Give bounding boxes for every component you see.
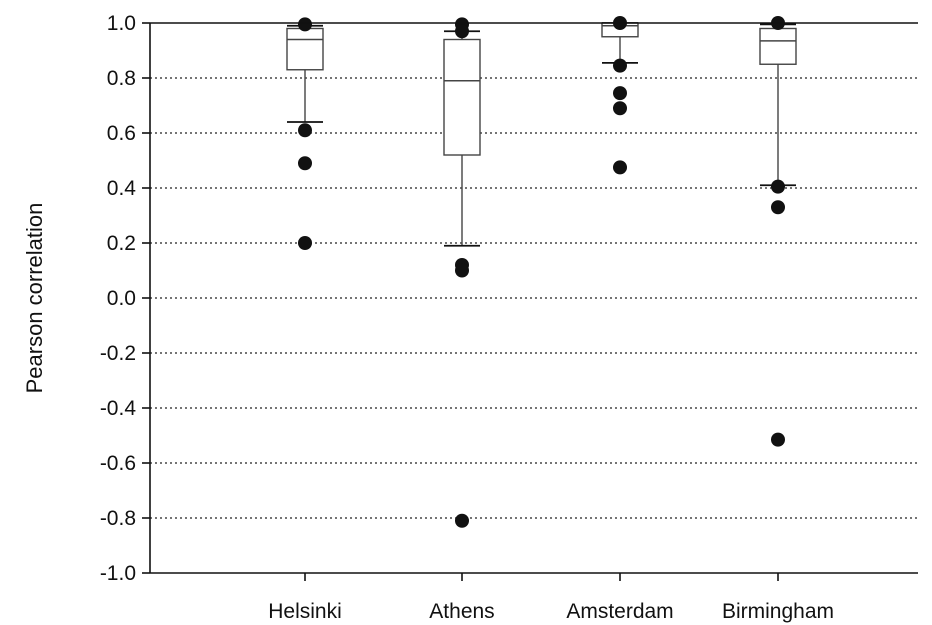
iqr-box <box>759 27 797 65</box>
y-tick-label: -0.4 <box>100 397 137 420</box>
y-ticks: -1.0 -0.8 -0.6 -0.4 -0.2 0.0 0.2 0.4 0.6 0.8 1.0 <box>100 12 150 585</box>
y-tick-label: 0.8 <box>107 67 136 90</box>
y-tick-label: 1.0 <box>107 12 136 35</box>
iqr-box <box>443 38 481 156</box>
outlier-point <box>298 156 312 171</box>
outlier-point <box>771 179 785 194</box>
y-tick-label: 0.2 <box>107 232 136 255</box>
y-tick-label: 0.4 <box>107 177 137 200</box>
outlier-point <box>771 200 785 215</box>
y-tick-label: -0.2 <box>100 342 136 365</box>
outlier-point <box>455 263 469 278</box>
outlier-point <box>613 58 627 73</box>
outlier-point <box>298 123 312 138</box>
box-group <box>759 16 797 447</box>
outlier-point <box>771 432 785 447</box>
box-series <box>286 16 797 528</box>
outlier-point <box>613 101 627 116</box>
outlier-point <box>455 24 469 39</box>
outlier-point <box>613 86 627 101</box>
y-axis-title: Pearson correlation <box>22 203 47 394</box>
outlier-point <box>613 160 627 175</box>
box-group <box>601 16 639 175</box>
y-tick-label: 0.6 <box>107 122 136 145</box>
outlier-point <box>298 236 312 250</box>
category-label: Amsterdam <box>566 600 673 623</box>
outlier-point <box>455 513 469 528</box>
box-group <box>443 17 481 528</box>
gridlines <box>150 77 918 519</box>
box-group <box>286 17 324 250</box>
outlier-point <box>298 17 312 32</box>
y-tick-label: -0.6 <box>100 452 136 475</box>
category-label: Helsinki <box>268 600 342 623</box>
category-label: Birmingham <box>722 600 834 623</box>
category-label: Athens <box>429 600 494 623</box>
y-tick-label: 0.0 <box>107 287 136 310</box>
x-ticks: Helsinki Athens Amsterdam Birmingham <box>268 573 834 623</box>
y-tick-label: -1.0 <box>100 562 136 585</box>
y-tick-label: -0.8 <box>100 507 136 530</box>
iqr-box <box>286 27 324 71</box>
